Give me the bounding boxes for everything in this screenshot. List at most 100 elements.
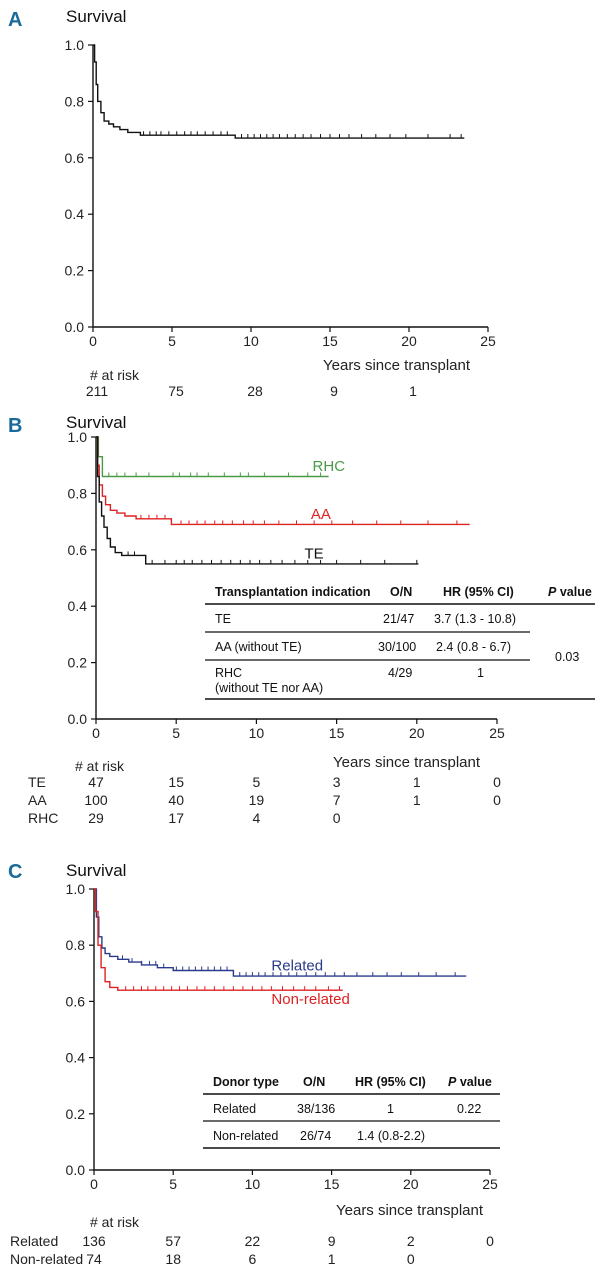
table-c-row-nonrelated-label: Non-related [213, 1129, 278, 1143]
panel-b-x-tick-label: 15 [329, 725, 345, 741]
table-c-row-nonrelated-hr: 1.4 (0.8-2.2) [357, 1129, 425, 1143]
panel-b-risk-value: 47 [88, 774, 104, 790]
panel-c-risk-value: 74 [86, 1251, 102, 1267]
panel-c-risk-row-label: Non-related [10, 1251, 83, 1267]
panel-c-curve-non-related [94, 888, 343, 991]
table-c-pvalue: 0.22 [457, 1102, 481, 1116]
panel-c-curve-labels: Related Non-related [271, 957, 349, 1008]
panel-c-risk-row-label: Related [10, 1233, 58, 1249]
panel-c-table: Donor type O/N HR (95% CI) P value Relat… [203, 1075, 500, 1149]
panel-b-x-label: Years since transplant [333, 754, 481, 771]
panel-a-x-tick-label: 25 [480, 333, 496, 349]
panel-a-risk-value: 28 [247, 383, 263, 399]
panel-a-x-tick-label: 0 [89, 333, 97, 349]
panel-a-x-tick-label: 5 [168, 333, 176, 349]
panel-b-risk-row-label: TE [28, 774, 46, 790]
table-b-row-te-on: 21/47 [383, 612, 414, 626]
panel-b-y-tick-label: 0.4 [68, 598, 88, 614]
panel-a-y-tick-label: 0.8 [65, 93, 85, 109]
table-b-row-aa-hr: 2.4 (0.8 - 6.7) [436, 640, 511, 654]
panel-c-curves [94, 888, 467, 991]
table-b-row-rhc-label: RHC [215, 666, 242, 680]
panel-a-risk-value: 75 [168, 383, 184, 399]
table-c-row-related-on: 38/136 [297, 1102, 335, 1116]
panel-c-risk-value: 136 [82, 1233, 106, 1249]
table-b-row-aa-on: 30/100 [378, 640, 416, 654]
panel-c-risk-header: # at risk [90, 1214, 140, 1230]
table-b-row-te-hr: 3.7 (1.3 - 10.8) [434, 612, 516, 626]
panel-c-x-tick-label: 15 [324, 1176, 340, 1192]
panel-b-risk-header: # at risk [75, 758, 125, 774]
panel-c-x-tick-label: 20 [403, 1176, 419, 1192]
table-c-header-pvalue: P value [448, 1075, 492, 1089]
panel-c-title: Survival [66, 861, 126, 880]
panel-c-risk-value: 1 [328, 1251, 336, 1267]
panel-c: C Survival 0 5 10 15 20 250.00.20.40.60.81.0 … [8, 861, 500, 1267]
panel-b-risk-value: 0 [493, 792, 501, 808]
panel-b-risk-value: 0 [333, 810, 341, 826]
panel-b-x-tick-label: 10 [249, 725, 265, 741]
panel-c-x-tick-label: 0 [90, 1176, 98, 1192]
panel-a-y-tick-label: 0.2 [65, 263, 85, 279]
panel-b-x-tick-label: 20 [409, 725, 425, 741]
table-c-header-p: P [448, 1075, 457, 1089]
table-c-header-on: O/N [303, 1075, 325, 1089]
panel-c-y-tick-label: 0.6 [66, 993, 86, 1009]
table-b-pvalue: 0.03 [555, 650, 579, 664]
panel-a-x-tick-label: 10 [243, 333, 259, 349]
panel-b-y-tick-label: 0.8 [68, 485, 88, 501]
panel-b-risk-value: 0 [493, 774, 501, 790]
panel-a-x-tick-label: 15 [322, 333, 338, 349]
panel-b-curve-te [96, 436, 419, 565]
panel-b-curve-labels: RHC AA TE [305, 458, 346, 562]
panel-a-risk-value: 9 [330, 383, 338, 399]
panel-b-risk-value: 15 [168, 774, 184, 790]
table-b-row-te-label: TE [215, 612, 231, 626]
panel-b-risk-value: 7 [333, 792, 341, 808]
panel-c-x-tick-label: 10 [245, 1176, 261, 1192]
panel-b-risk-value: 1 [413, 792, 421, 808]
panel-a-y-tick-label: 0.6 [65, 150, 85, 166]
panel-b-y-tick-label: 0.6 [68, 542, 88, 558]
panel-a-y-tick-label: 0.0 [65, 319, 85, 335]
panel-c-curve-related [94, 888, 467, 977]
panel-a-y-tick-label: 0.4 [65, 206, 85, 222]
panel-b-curve-rhc [96, 436, 329, 478]
panel-a-title: Survival [66, 7, 126, 26]
panel-b-label-rhc: RHC [313, 458, 346, 475]
panel-c-x-tick-label: 25 [482, 1176, 498, 1192]
panel-a-letter: A [8, 9, 22, 31]
panel-b-risk-value: 40 [168, 792, 184, 808]
panel-b-y-tick-label: 0.0 [68, 711, 88, 727]
panel-a-risk-header: # at risk [90, 367, 140, 383]
panel-c-risk-value: 57 [165, 1233, 181, 1249]
panel-c-letter: C [8, 861, 22, 883]
panel-c-x-tick-label: 5 [169, 1176, 177, 1192]
table-b-row-rhc-sub: (without TE nor AA) [215, 681, 323, 695]
panel-c-x-label: Years since transplant [336, 1202, 484, 1219]
panel-b-risk-value: 17 [168, 810, 184, 826]
panel-c-label-related: Related [271, 957, 323, 974]
panel-b: B Survival 0 5 10 15 20 250.00.20.40.60.81.0 … [8, 413, 595, 826]
table-c-row-nonrelated-on: 26/74 [300, 1129, 331, 1143]
panel-a-curves [93, 44, 465, 139]
table-b-row-rhc-hr: 1 [477, 666, 484, 680]
table-b-header-value: value [556, 585, 591, 599]
panel-b-label-aa: AA [311, 506, 331, 523]
panel-c-y-tick-label: 0.4 [66, 1050, 86, 1066]
panel-b-label-te: TE [305, 545, 324, 562]
table-c-row-related-label: Related [213, 1102, 256, 1116]
panel-b-table: Transplantation indication O/N HR (95% C… [205, 585, 595, 700]
panel-c-risk-value: 0 [407, 1251, 415, 1267]
panel-b-risk-value: 1 [413, 774, 421, 790]
panel-b-letter: B [8, 415, 22, 437]
panel-c-risk-table: Related 136 57 22 9 2 0 Non-related 74 18 6 1 0 [10, 1233, 494, 1267]
panel-c-risk-value: 9 [328, 1233, 336, 1249]
panel-c-y-tick-label: 0.0 [66, 1162, 86, 1178]
table-b-row-aa-label: AA (without TE) [215, 640, 302, 654]
panel-b-curves [96, 436, 470, 565]
panel-a-y-tick-label: 1.0 [65, 37, 85, 53]
panel-c-risk-value: 22 [245, 1233, 261, 1249]
